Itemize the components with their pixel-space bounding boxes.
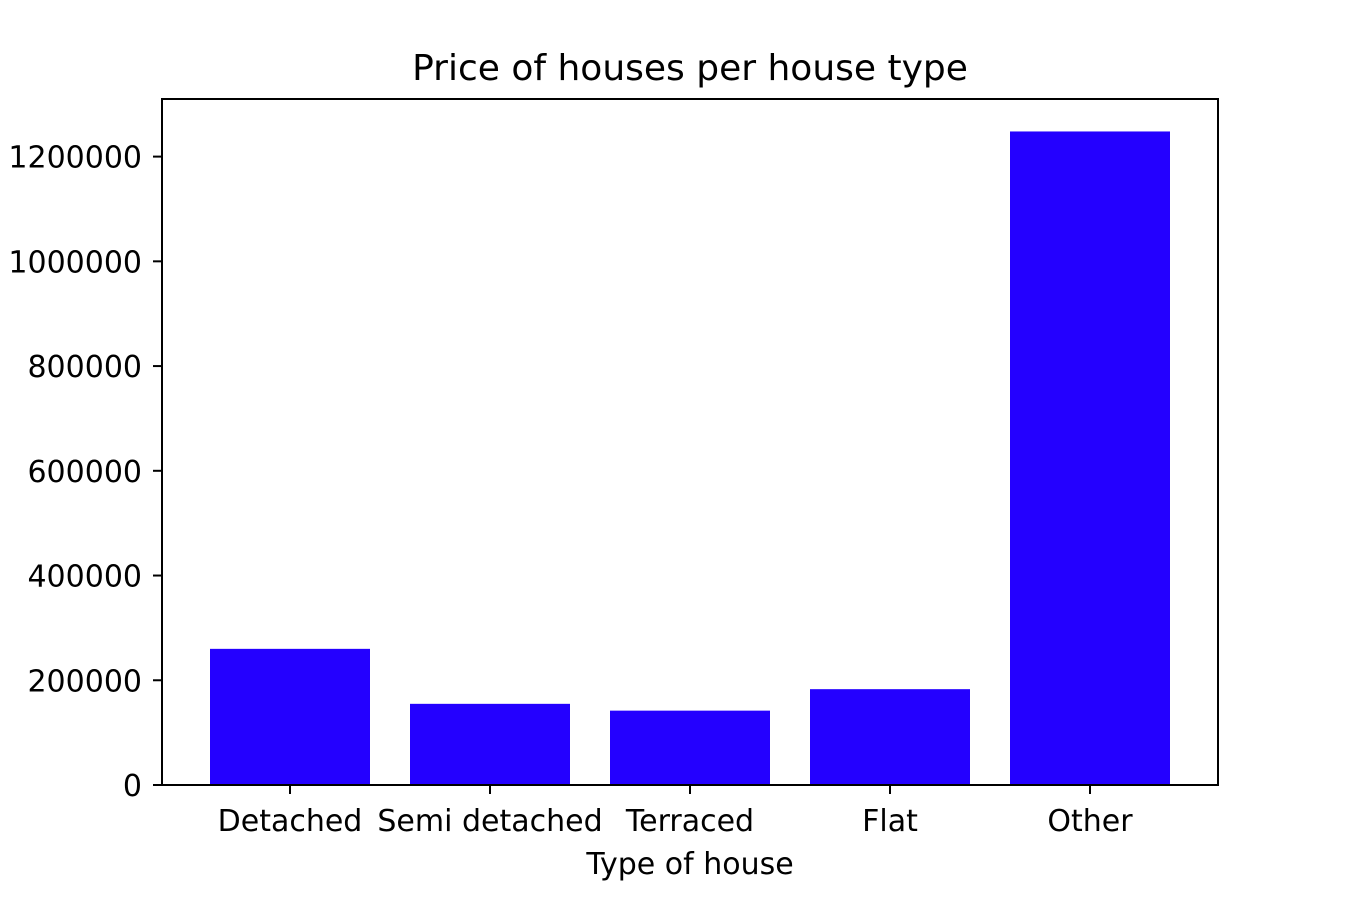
y-tick-label: 600000	[27, 455, 142, 490]
x-tick-label: Detached	[218, 804, 363, 839]
y-tick-label: 400000	[27, 560, 142, 595]
x-axis: Detached Semi detached Terraced Flat Other	[218, 785, 1133, 839]
x-tick-label: Terraced	[625, 804, 754, 839]
bar-detached	[210, 648, 370, 785]
y-tick-label: 800000	[27, 350, 142, 385]
x-tick-label: Flat	[862, 804, 918, 839]
bar-terraced	[610, 710, 770, 785]
x-axis-label: Type of house	[585, 847, 793, 882]
y-tick-label: 1000000	[8, 245, 142, 280]
y-axis: 0 200000 400000 600000 800000 1000000 1200000	[8, 141, 162, 804]
bar-flat	[810, 689, 970, 785]
bars-layer	[210, 131, 1170, 786]
y-tick-label: 0	[123, 769, 142, 804]
x-tick-label: Semi detached	[377, 804, 602, 839]
bar-semi-detached	[410, 703, 570, 785]
y-tick-label: 200000	[27, 664, 142, 699]
bar-other	[1010, 131, 1170, 786]
y-tick-label: 1200000	[8, 141, 142, 176]
x-tick-label: Other	[1047, 804, 1133, 839]
chart-title: Price of houses per house type	[412, 48, 968, 89]
